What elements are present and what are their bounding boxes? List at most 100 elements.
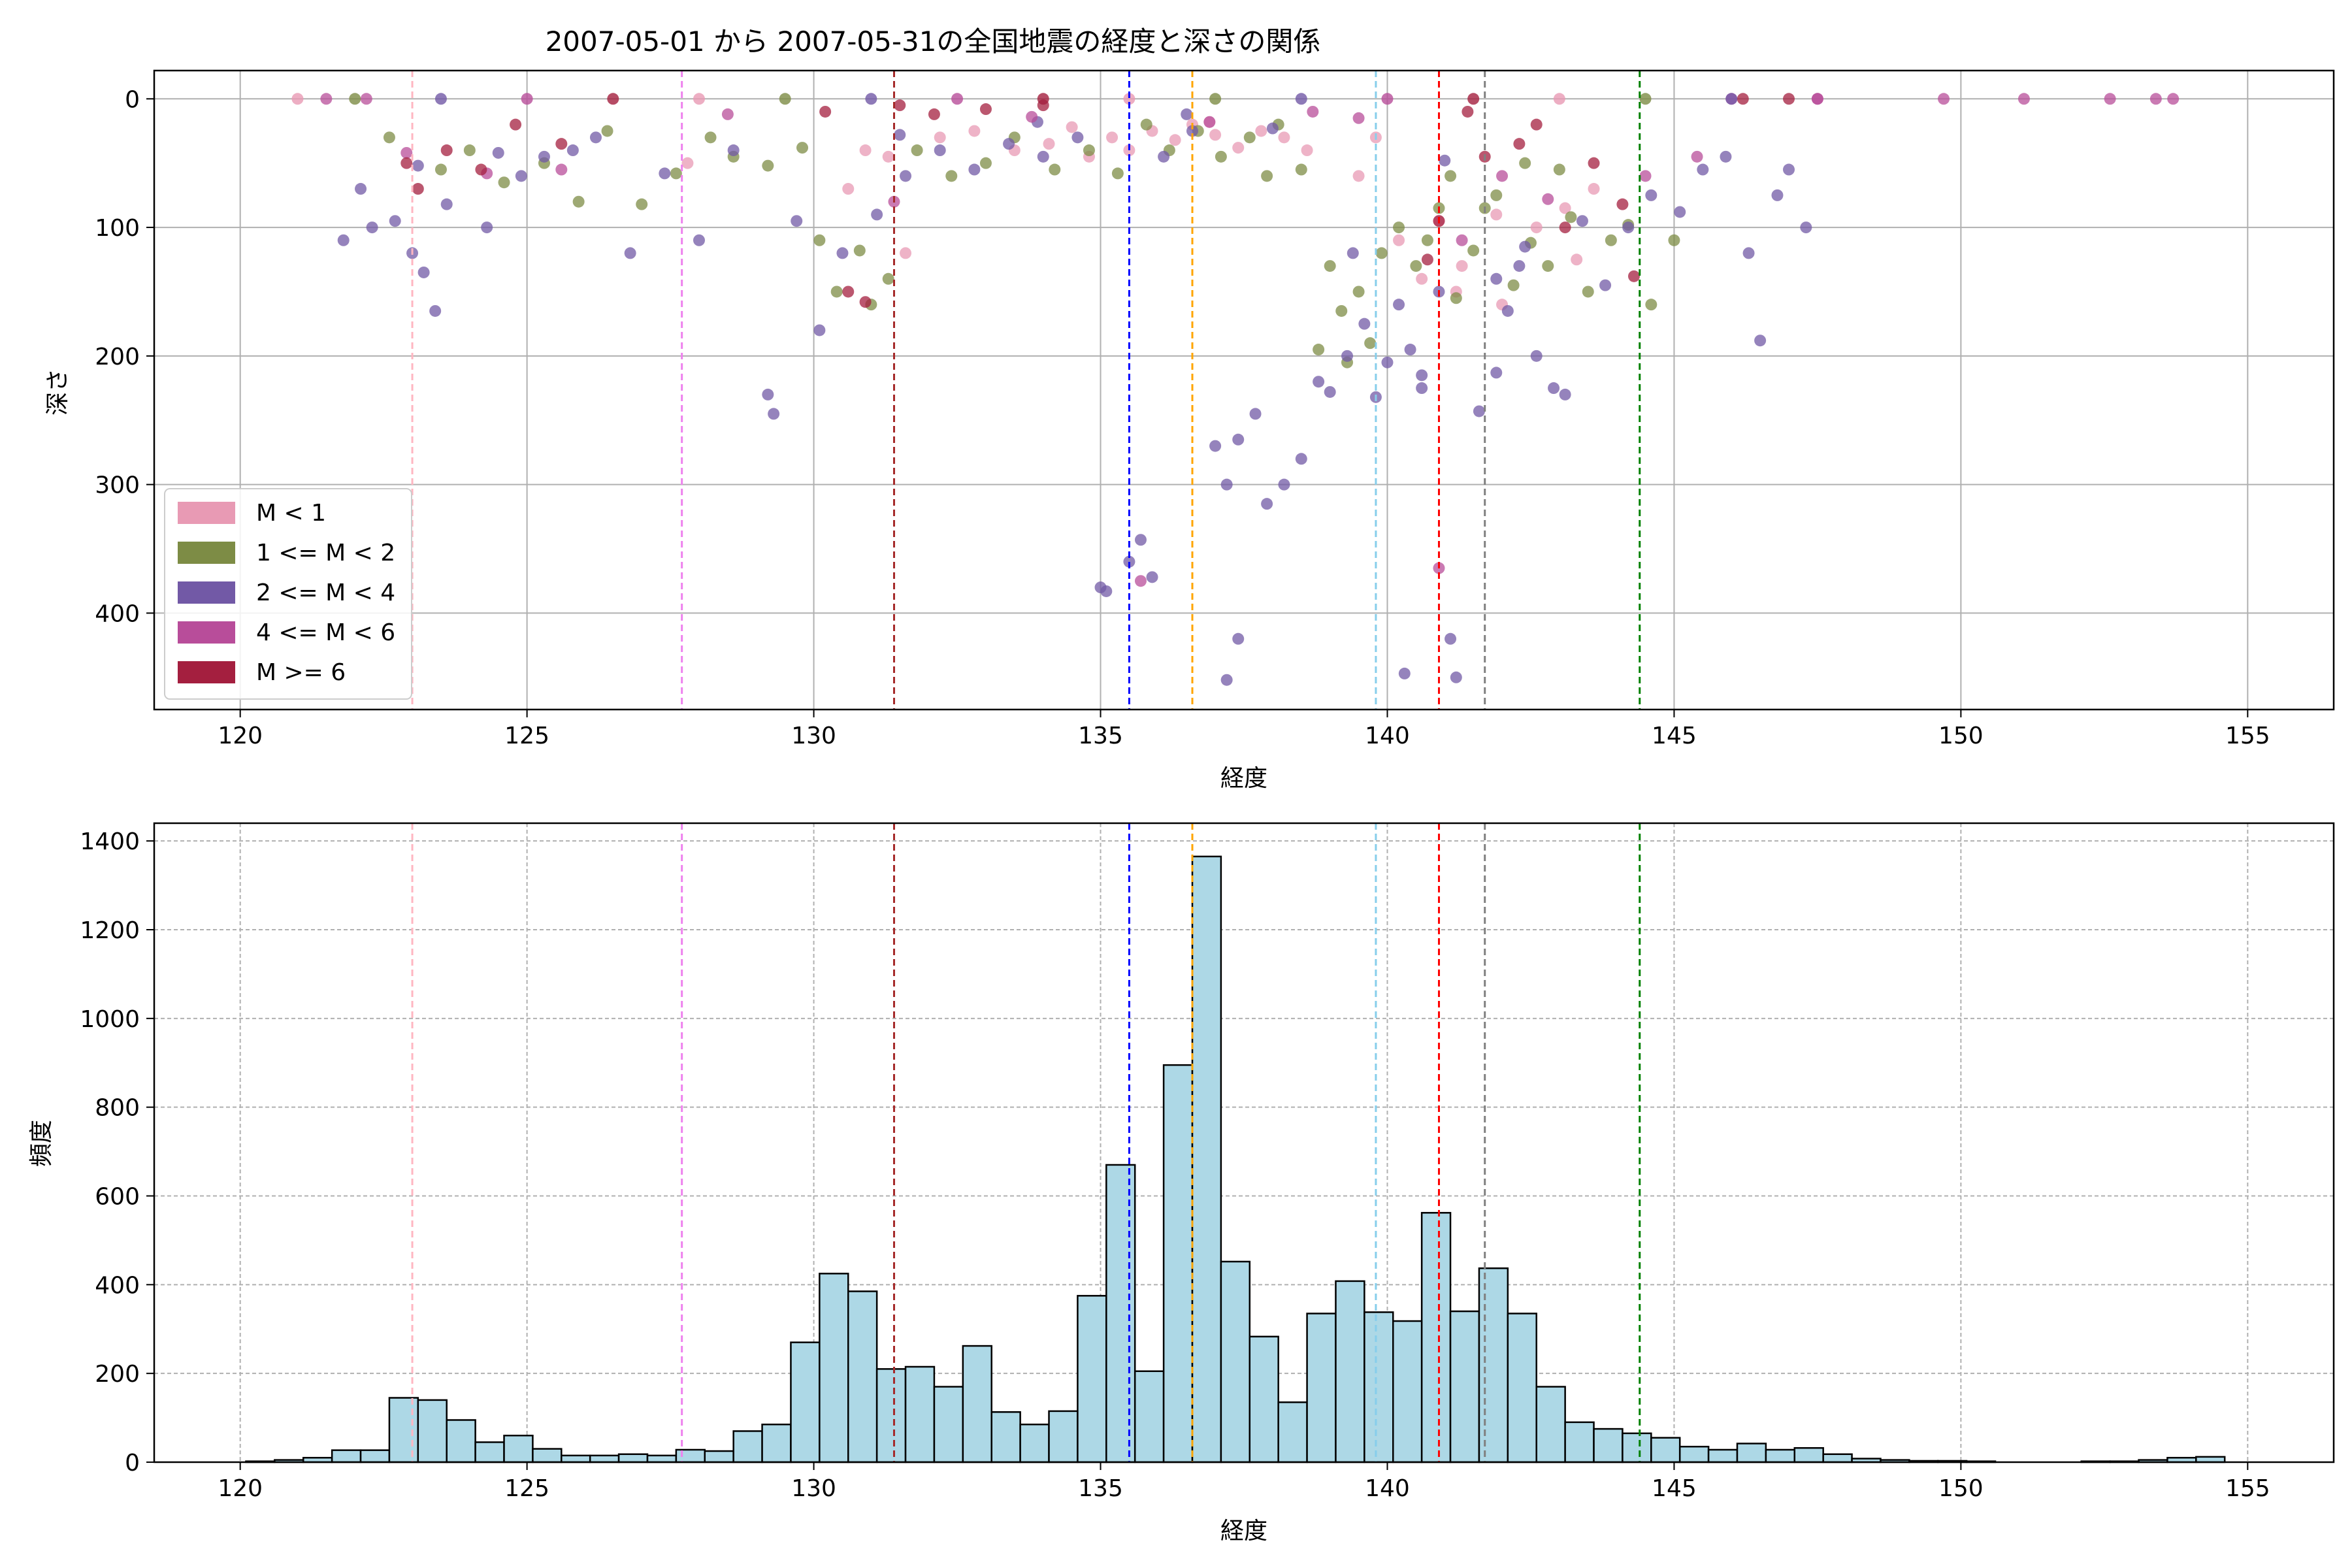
- scatter-point: [492, 146, 504, 159]
- histogram-bar: [847, 1290, 878, 1463]
- scatter-point: [349, 93, 361, 105]
- scatter-point: [693, 93, 705, 105]
- scatter-point: [1421, 234, 1433, 246]
- scatter-point: [475, 163, 487, 176]
- scatter-point: [1783, 163, 1795, 176]
- scatter-point: [1393, 234, 1405, 246]
- histogram-bar: [1249, 1335, 1279, 1463]
- scatter-point: [1421, 253, 1433, 266]
- scatter-point: [1553, 163, 1565, 176]
- scatter-point: [1375, 247, 1388, 259]
- scatter-point: [1462, 105, 1474, 118]
- scatter-point: [1209, 129, 1222, 141]
- x-tick-label: 155: [2225, 1475, 2270, 1502]
- scatter-point: [1645, 189, 1658, 201]
- scatter-point: [538, 150, 550, 163]
- scatter-point: [1220, 674, 1233, 686]
- scatter-point: [1393, 299, 1405, 311]
- histogram-bar: [1364, 1311, 1394, 1463]
- scatter-point: [1639, 93, 1652, 105]
- scatter-point: [1146, 571, 1158, 583]
- scatter-point: [1278, 131, 1290, 144]
- scatter-point: [1313, 376, 1325, 388]
- x-tick-label: 150: [1938, 723, 1984, 749]
- histogram-bar: [1162, 1064, 1194, 1463]
- histogram-bar: [503, 1435, 534, 1463]
- scatter-point: [434, 93, 447, 105]
- scatter-point: [1209, 440, 1222, 452]
- scatter-point: [894, 129, 906, 141]
- scatter-point: [859, 144, 872, 157]
- scatter-point: [670, 167, 682, 180]
- scatter-point: [360, 93, 372, 105]
- scatter-point: [1181, 108, 1193, 120]
- scatter-point: [681, 157, 694, 169]
- scatter-point: [882, 272, 894, 285]
- scatter-point: [928, 108, 940, 120]
- legend-swatch: [178, 661, 235, 683]
- scatter-point: [440, 198, 453, 210]
- x-tick-label: 155: [2225, 723, 2270, 749]
- legend-label: 4 <= M < 6: [256, 619, 395, 646]
- histogram-bar: [1535, 1386, 1566, 1463]
- scatter-point: [1416, 369, 1428, 382]
- scatter-point: [1416, 272, 1428, 285]
- histogram-bar: [1622, 1432, 1652, 1463]
- scatter-point: [412, 183, 424, 195]
- y-tick-label: 200: [95, 344, 140, 370]
- scatter-point: [291, 93, 304, 105]
- scatter-point: [1456, 260, 1468, 272]
- scatter-point: [768, 408, 780, 420]
- histogram-bar: [1077, 1295, 1107, 1463]
- scatter-point: [1083, 144, 1095, 157]
- scatter-point: [1645, 299, 1658, 311]
- scatter-point: [1450, 292, 1462, 304]
- y-tick-label: 800: [95, 1095, 140, 1122]
- histogram-x-label: 経度: [1220, 1518, 1267, 1544]
- histogram-bar: [1793, 1447, 1824, 1463]
- scatter-point: [1255, 125, 1267, 137]
- scatter-point: [1215, 150, 1227, 163]
- scatter-point: [1043, 138, 1055, 150]
- x-tick-label: 135: [1078, 723, 1123, 749]
- scatter-point: [1548, 382, 1560, 395]
- scatter-point: [1639, 170, 1652, 182]
- scatter-point: [2149, 93, 2162, 105]
- histogram-bar: [1678, 1445, 1710, 1463]
- scatter-point: [1450, 671, 1462, 683]
- histogram-bar: [704, 1450, 734, 1463]
- histogram-bar: [790, 1341, 821, 1463]
- histogram-bar: [561, 1454, 591, 1463]
- x-tick-label: 125: [504, 723, 549, 749]
- x-tick-label: 145: [1652, 1475, 1697, 1502]
- scatter-point: [1381, 356, 1394, 368]
- scatter-point: [1473, 405, 1485, 417]
- y-tick-label: 0: [125, 1450, 140, 1477]
- histogram-bar: [446, 1419, 476, 1463]
- x-tick-label: 130: [791, 1475, 836, 1502]
- scatter-point: [900, 170, 912, 182]
- histogram-bar: [474, 1441, 505, 1463]
- histogram-bars: [245, 855, 2226, 1463]
- scatter-point: [1295, 93, 1307, 105]
- scatter-point: [1066, 121, 1078, 133]
- scatter-point: [337, 234, 350, 246]
- x-tick-label: 140: [1365, 1475, 1410, 1502]
- scatter-point: [1519, 157, 1531, 169]
- histogram-bar: [962, 1345, 992, 1463]
- scatter-point: [1725, 93, 1738, 105]
- scatter-point: [1530, 350, 1543, 362]
- scatter-point: [1720, 150, 1732, 163]
- histogram-bar: [1306, 1313, 1337, 1463]
- histogram-bar: [1420, 1212, 1452, 1463]
- y-tick-label: 1400: [80, 828, 140, 855]
- scatter-point: [1026, 110, 1038, 123]
- scatter-point: [859, 296, 872, 308]
- scatter-point: [951, 93, 964, 105]
- scatter-point: [934, 144, 946, 157]
- scatter-point: [624, 247, 636, 259]
- scatter-point: [1295, 163, 1307, 176]
- scatter-point: [900, 247, 912, 259]
- scatter-point: [1301, 144, 1313, 157]
- scatter-point: [589, 131, 602, 144]
